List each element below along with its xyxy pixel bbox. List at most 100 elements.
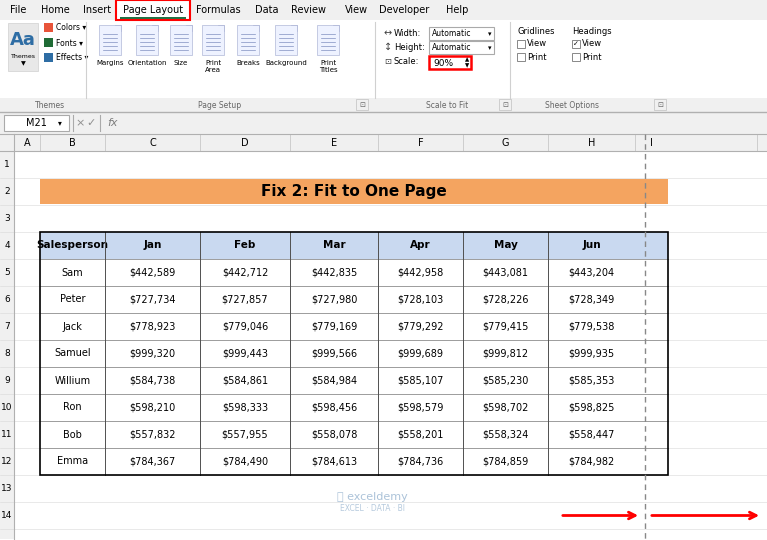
Bar	[429, 41, 494, 54]
Text: 3: 3	[4, 214, 10, 223]
Text: EXCEL · DATA · BI: EXCEL · DATA · BI	[340, 504, 405, 513]
Text: $443,204: $443,204	[568, 267, 614, 278]
Bar	[0, 0, 767, 112]
Text: Formulas: Formulas	[196, 5, 240, 15]
Text: Mar: Mar	[323, 240, 345, 251]
Text: Size: Size	[174, 60, 188, 66]
Text: $557,955: $557,955	[222, 429, 268, 440]
Text: $558,447: $558,447	[568, 429, 614, 440]
Text: Help: Help	[446, 5, 468, 15]
Text: $999,566: $999,566	[311, 348, 357, 359]
Text: 12: 12	[2, 457, 13, 466]
Text: Gridlines: Gridlines	[517, 27, 555, 36]
Text: ↔: ↔	[384, 28, 392, 38]
Text: $558,201: $558,201	[397, 429, 443, 440]
Text: $784,367: $784,367	[130, 456, 176, 467]
Bar	[202, 25, 224, 55]
Text: Fonts ▾: Fonts ▾	[56, 38, 83, 48]
Text: $999,935: $999,935	[568, 348, 614, 359]
Text: B: B	[69, 138, 76, 147]
Text: $779,292: $779,292	[397, 321, 444, 332]
Text: Print
Area: Print Area	[205, 60, 221, 73]
Text: E: E	[331, 138, 337, 147]
Text: $442,958: $442,958	[397, 267, 443, 278]
Bar	[356, 99, 368, 110]
Bar	[44, 53, 53, 62]
Text: Home: Home	[41, 5, 69, 15]
Text: File: File	[10, 5, 26, 15]
Bar	[517, 40, 525, 48]
Bar	[572, 53, 580, 61]
Text: View: View	[582, 39, 602, 49]
Text: Page Setup: Page Setup	[199, 100, 242, 110]
Text: Insert: Insert	[83, 5, 111, 15]
Bar	[40, 179, 668, 204]
Bar	[170, 25, 192, 55]
Text: A: A	[24, 138, 31, 147]
Text: 13: 13	[2, 484, 13, 493]
Bar	[4, 115, 69, 131]
Text: Automatic: Automatic	[432, 30, 472, 38]
Bar	[116, 0, 190, 22]
Text: $558,324: $558,324	[482, 429, 528, 440]
Text: Willium: Willium	[54, 375, 91, 386]
Text: Emma: Emma	[57, 456, 88, 467]
Text: $584,738: $584,738	[130, 375, 176, 386]
Bar	[0, 151, 14, 539]
Text: ▲: ▲	[465, 57, 469, 63]
Text: $727,857: $727,857	[222, 294, 268, 305]
Bar	[429, 27, 494, 40]
Text: G: G	[502, 138, 509, 147]
Bar	[120, 17, 186, 20]
Text: Developer: Developer	[379, 5, 429, 15]
Text: D: D	[241, 138, 249, 147]
Text: $999,812: $999,812	[482, 348, 528, 359]
Text: Themes: Themes	[35, 100, 65, 110]
Text: ↕: ↕	[384, 42, 392, 52]
Bar	[99, 25, 121, 55]
Text: $598,456: $598,456	[311, 402, 357, 413]
Text: Sam: Sam	[61, 267, 84, 278]
Text: Headings: Headings	[572, 27, 611, 36]
Text: Print: Print	[582, 52, 601, 62]
Text: 10: 10	[2, 403, 13, 412]
Text: Colors ▾: Colors ▾	[56, 24, 86, 32]
Text: $779,538: $779,538	[568, 321, 614, 332]
Text: Width:: Width:	[394, 29, 421, 37]
Text: Margins: Margins	[96, 60, 123, 66]
Text: $598,579: $598,579	[397, 402, 443, 413]
Text: $727,734: $727,734	[130, 294, 176, 305]
Text: View: View	[527, 39, 547, 49]
Text: $784,736: $784,736	[397, 456, 443, 467]
Text: 2: 2	[4, 187, 10, 196]
Text: $727,980: $727,980	[311, 294, 357, 305]
Text: Breaks: Breaks	[236, 60, 260, 66]
Bar	[0, 20, 767, 98]
Text: $779,415: $779,415	[482, 321, 528, 332]
Bar	[0, 134, 767, 151]
Text: H: H	[588, 138, 595, 147]
Text: ✓: ✓	[573, 41, 579, 47]
Text: May: May	[493, 240, 518, 251]
Bar	[654, 99, 666, 110]
Bar	[499, 99, 511, 110]
Text: $598,333: $598,333	[222, 402, 268, 413]
Text: Page Layout: Page Layout	[123, 5, 183, 15]
Text: Samuel: Samuel	[54, 348, 91, 359]
Text: ⊡: ⊡	[502, 102, 508, 108]
Text: $442,712: $442,712	[222, 267, 268, 278]
Bar	[429, 56, 471, 69]
Text: ⊡: ⊡	[657, 102, 663, 108]
Text: $442,835: $442,835	[311, 267, 357, 278]
Text: View: View	[344, 5, 367, 15]
Text: 9: 9	[4, 376, 10, 385]
Text: Jan: Jan	[143, 240, 162, 251]
Text: Ron: Ron	[63, 402, 82, 413]
Text: Scale:: Scale:	[394, 57, 420, 66]
Text: $598,702: $598,702	[482, 402, 528, 413]
Text: $557,832: $557,832	[130, 429, 176, 440]
Text: 🏠 exceldemy: 🏠 exceldemy	[337, 491, 408, 502]
Text: I: I	[650, 138, 653, 147]
Text: Bob: Bob	[63, 429, 82, 440]
Text: Jack: Jack	[63, 321, 82, 332]
